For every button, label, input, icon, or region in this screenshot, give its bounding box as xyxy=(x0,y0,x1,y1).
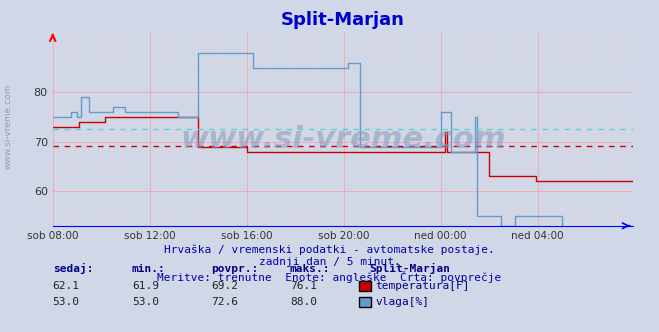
Text: Hrvaška / vremenski podatki - avtomatske postaje.: Hrvaška / vremenski podatki - avtomatske… xyxy=(164,244,495,255)
Text: 53.0: 53.0 xyxy=(132,297,159,307)
Text: maks.:: maks.: xyxy=(290,264,330,274)
Text: 72.6: 72.6 xyxy=(211,297,238,307)
Text: Meritve: trenutne  Enote: angleške  Črta: povprečje: Meritve: trenutne Enote: angleške Črta: … xyxy=(158,271,501,283)
Text: 76.1: 76.1 xyxy=(290,281,317,291)
Text: 61.9: 61.9 xyxy=(132,281,159,291)
Text: zadnji dan / 5 minut.: zadnji dan / 5 minut. xyxy=(258,257,401,267)
Text: www.si-vreme.com: www.si-vreme.com xyxy=(180,124,505,154)
Title: Split-Marjan: Split-Marjan xyxy=(281,11,405,29)
Text: temperatura[F]: temperatura[F] xyxy=(376,281,470,291)
Text: 88.0: 88.0 xyxy=(290,297,317,307)
Text: min.:: min.: xyxy=(132,264,165,274)
Text: www.si-vreme.com: www.si-vreme.com xyxy=(3,83,13,169)
Text: Split-Marjan: Split-Marjan xyxy=(369,263,450,274)
Text: vlaga[%]: vlaga[%] xyxy=(376,297,430,307)
Text: 69.2: 69.2 xyxy=(211,281,238,291)
Text: 62.1: 62.1 xyxy=(53,281,80,291)
Text: 53.0: 53.0 xyxy=(53,297,80,307)
Text: sedaj:: sedaj: xyxy=(53,263,93,274)
Text: povpr.:: povpr.: xyxy=(211,264,258,274)
